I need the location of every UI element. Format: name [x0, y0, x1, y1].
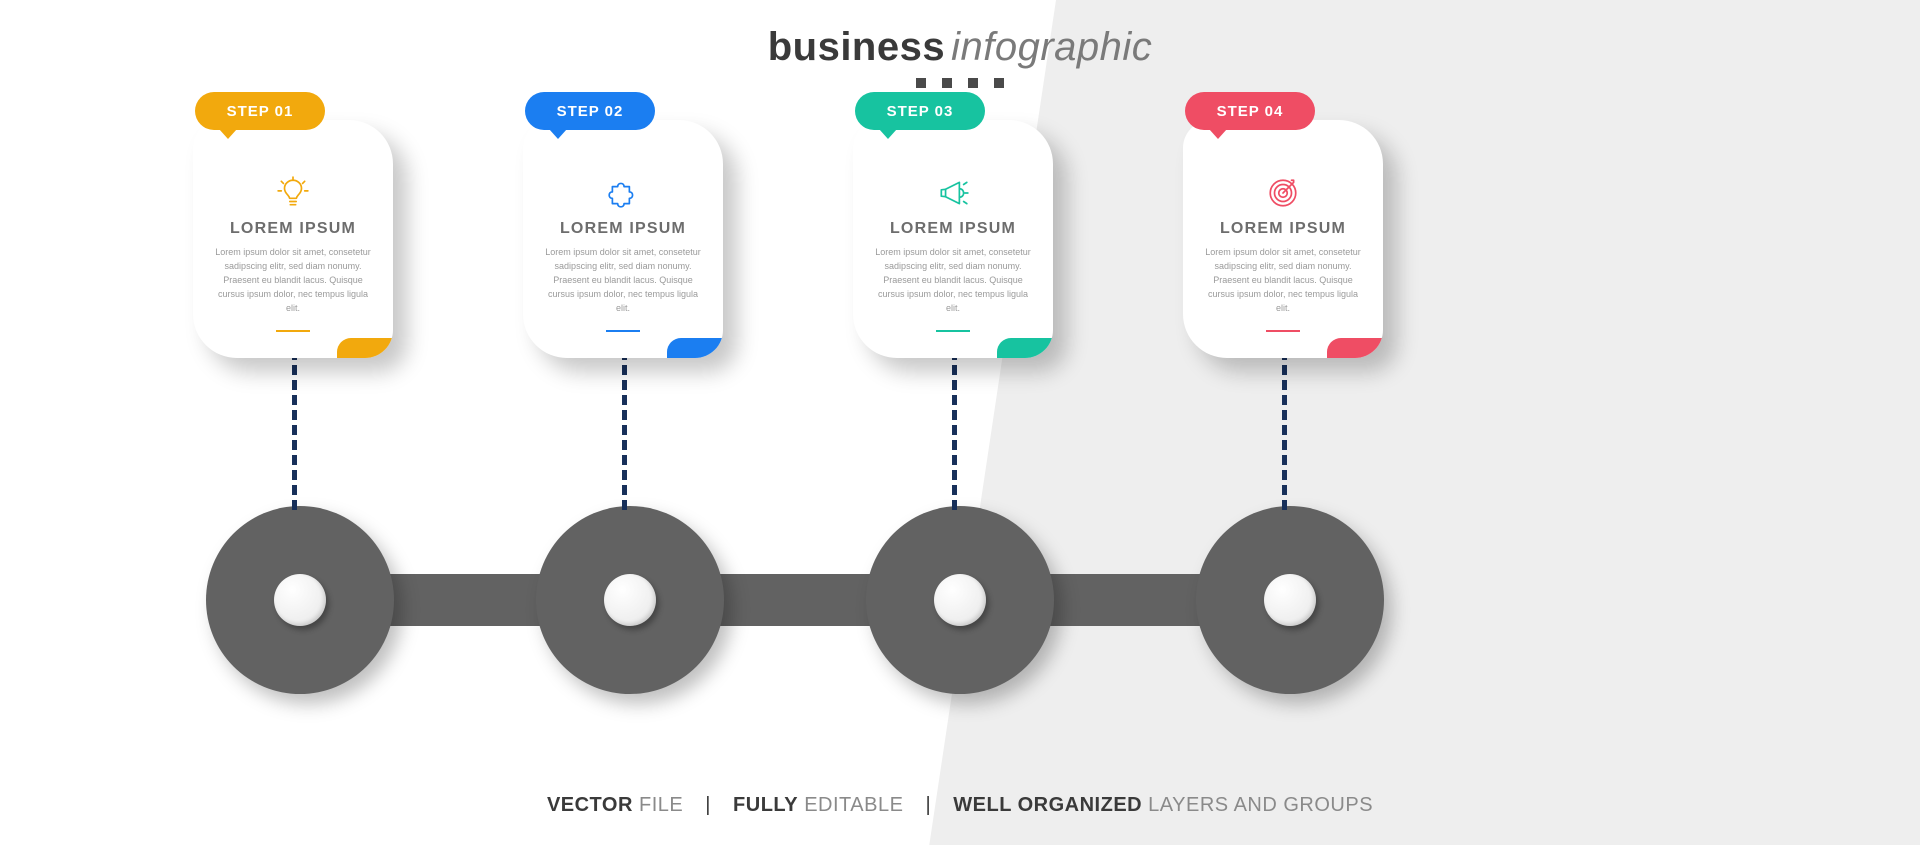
- step-badge: STEP 01: [195, 92, 325, 130]
- card-body: Lorem ipsum dolor sit amet, consetetur s…: [1201, 246, 1365, 316]
- track-node: [1196, 506, 1384, 694]
- megaphone-icon: [871, 176, 1035, 210]
- connector-dash: [952, 350, 957, 510]
- footer-part-1: VECTOR FILE: [547, 794, 689, 816]
- track-node: [206, 506, 394, 694]
- track-inner-dot: [274, 574, 326, 626]
- card-title: LOREM IPSUM: [211, 220, 375, 238]
- step-badge: STEP 04: [1185, 92, 1315, 130]
- title-strong: business: [768, 25, 945, 69]
- step-badge: STEP 03: [855, 92, 985, 130]
- connector-dash: [1282, 350, 1287, 510]
- track-inner-dot: [934, 574, 986, 626]
- card-body: Lorem ipsum dolor sit amet, consetetur s…: [871, 246, 1035, 316]
- card-title: LOREM IPSUM: [541, 220, 705, 238]
- card-title: LOREM IPSUM: [871, 220, 1035, 238]
- connector-dash: [622, 350, 627, 510]
- card-corner-accent: [1327, 338, 1383, 358]
- card-corner-accent: [667, 338, 723, 358]
- puzzle-icon: [541, 176, 705, 210]
- card-corner-accent: [997, 338, 1053, 358]
- step-card: LOREM IPSUM Lorem ipsum dolor sit amet, c…: [853, 120, 1053, 358]
- footer: VECTOR FILE | FULLY EDITABLE | WELL ORGA…: [0, 794, 1920, 817]
- card-corner-accent: [337, 338, 393, 358]
- footer-part-3: WELL ORGANIZED LAYERS AND GROUPS: [953, 794, 1373, 816]
- target-icon: [1201, 176, 1365, 210]
- card-body: Lorem ipsum dolor sit amet, consetetur s…: [211, 246, 375, 316]
- footer-part-2: FULLY EDITABLE: [733, 794, 909, 816]
- card-underline: [936, 330, 970, 332]
- lightbulb-icon: [211, 176, 375, 210]
- card-body: Lorem ipsum dolor sit amet, consetetur s…: [541, 246, 705, 316]
- track-inner-dot: [604, 574, 656, 626]
- step-card: LOREM IPSUM Lorem ipsum dolor sit amet, c…: [523, 120, 723, 358]
- step-card: LOREM IPSUM Lorem ipsum dolor sit amet, c…: [193, 120, 393, 358]
- card-underline: [276, 330, 310, 332]
- card-title: LOREM IPSUM: [1201, 220, 1365, 238]
- track-node: [536, 506, 724, 694]
- track-node: [866, 506, 1054, 694]
- infographic-stage: STEP 01 LOREM IPSUM Lorem ipsum dolor sit …: [0, 90, 1920, 790]
- timeline-track: [0, 500, 1920, 700]
- connector-dash: [292, 350, 297, 510]
- step-card: LOREM IPSUM Lorem ipsum dolor sit amet, c…: [1183, 120, 1383, 358]
- title-light: infographic: [951, 25, 1152, 69]
- step-badge: STEP 02: [525, 92, 655, 130]
- track-inner-dot: [1264, 574, 1316, 626]
- card-underline: [1266, 330, 1300, 332]
- header: businessinfographic: [0, 25, 1920, 88]
- card-underline: [606, 330, 640, 332]
- header-dots: [0, 78, 1920, 88]
